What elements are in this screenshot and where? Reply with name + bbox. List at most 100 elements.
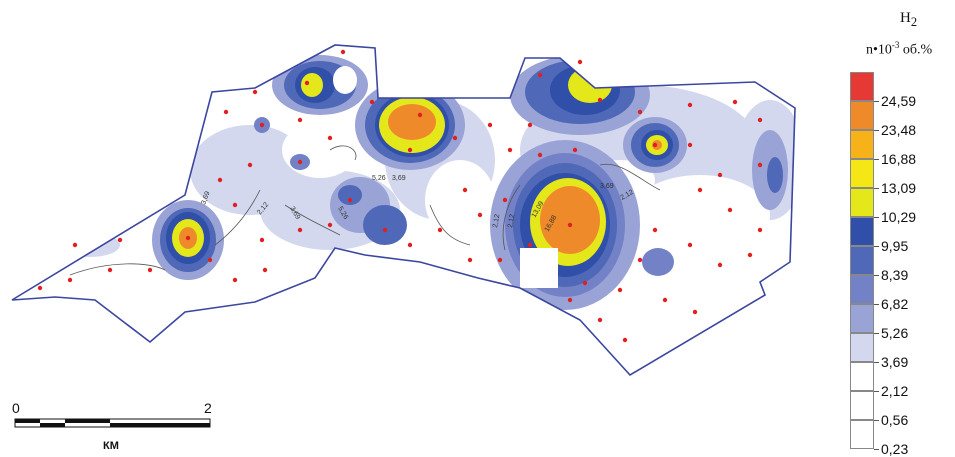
sample-point xyxy=(437,227,443,233)
legend-tick-label: 0,23 xyxy=(881,441,909,457)
sample-points xyxy=(37,49,763,343)
sample-point xyxy=(732,99,738,105)
sample-point xyxy=(697,187,703,193)
sample-point xyxy=(477,212,483,218)
legend-title: H2 xyxy=(900,10,918,29)
contour-label: 2,12 xyxy=(492,214,501,229)
sample-point xyxy=(147,267,153,273)
sample-point xyxy=(259,237,265,243)
concentration-field xyxy=(60,55,795,310)
sample-point xyxy=(507,147,513,153)
legend-tick-label: 5,26 xyxy=(881,325,909,341)
sample-point xyxy=(652,142,658,148)
sample-point xyxy=(72,242,78,248)
sample-point xyxy=(537,72,543,78)
sample-point xyxy=(407,242,413,248)
legend-swatch xyxy=(850,159,874,188)
sample-point xyxy=(382,227,388,233)
legend-tick xyxy=(874,246,879,247)
sample-point xyxy=(259,122,265,128)
legend-tick xyxy=(874,217,879,218)
contour-label: 3,69 xyxy=(200,190,211,205)
sample-point xyxy=(687,142,693,148)
legend-tick-label: 8,39 xyxy=(881,267,909,283)
sample-point xyxy=(37,285,43,291)
legend-tick xyxy=(874,420,879,421)
sample-point xyxy=(747,252,753,258)
legend-tick-label: 23,48 xyxy=(881,122,917,138)
contour-label: 5,26 xyxy=(372,175,386,182)
legend-swatch xyxy=(850,391,874,420)
sample-point xyxy=(107,267,113,273)
sample-point xyxy=(117,237,123,243)
legend-tick xyxy=(874,391,879,392)
legend-tick xyxy=(874,130,879,131)
sample-point xyxy=(572,147,578,153)
sample-point xyxy=(247,162,253,168)
sample-point xyxy=(637,109,643,115)
sample-point xyxy=(340,49,346,55)
legend-unit: n•10-3 об.% xyxy=(866,40,933,58)
sample-point xyxy=(407,147,413,153)
sample-point xyxy=(452,135,458,141)
legend-tick-label: 6,82 xyxy=(881,296,909,312)
scale-start-label: 0 xyxy=(12,400,20,416)
contour-label: 2,12 xyxy=(507,214,516,229)
legend-swatch xyxy=(850,130,874,159)
legend-swatch xyxy=(850,217,874,246)
sample-point xyxy=(207,257,213,263)
legend-tick-label: 3,69 xyxy=(881,354,909,370)
sample-point xyxy=(597,97,603,103)
sample-point xyxy=(467,257,473,263)
sample-point xyxy=(297,227,303,233)
sample-point xyxy=(652,227,658,233)
legend-tick xyxy=(874,101,879,102)
sample-point xyxy=(617,287,623,293)
sample-point xyxy=(687,102,693,108)
legend-swatch xyxy=(850,246,874,275)
sample-point xyxy=(67,277,73,283)
sample-point xyxy=(217,177,223,183)
legend-tick-label: 16,88 xyxy=(881,151,917,167)
legend-swatch xyxy=(850,72,874,101)
sample-point xyxy=(252,89,258,95)
sample-point xyxy=(537,152,543,158)
legend-tick-label: 9,95 xyxy=(881,238,909,254)
sample-point xyxy=(717,262,723,268)
sample-point xyxy=(637,257,643,263)
legend-tick-label: 24,59 xyxy=(881,93,917,109)
sample-point xyxy=(567,297,573,303)
sample-point xyxy=(297,159,303,165)
sample-point xyxy=(597,317,603,323)
sample-point xyxy=(757,117,763,123)
sample-point xyxy=(304,80,310,86)
legend-swatch xyxy=(850,420,874,449)
sample-point xyxy=(232,277,238,283)
sample-point xyxy=(497,257,503,263)
scale-end-label: 2 xyxy=(204,400,212,416)
survey-boundary xyxy=(11,44,796,377)
sample-point xyxy=(622,337,628,343)
legend-tick xyxy=(874,304,879,305)
scale-bar xyxy=(14,418,211,428)
legend-tick xyxy=(874,362,879,363)
sample-point xyxy=(487,122,493,128)
sample-point xyxy=(369,99,375,105)
legend-swatch xyxy=(850,304,874,333)
sample-point xyxy=(662,297,668,303)
legend-tick-label: 13,09 xyxy=(881,180,917,196)
legend-swatch xyxy=(850,275,874,304)
sample-point xyxy=(577,59,583,65)
legend-swatch xyxy=(850,188,874,217)
sample-point xyxy=(582,280,588,286)
sample-point xyxy=(757,162,763,168)
legend-tick xyxy=(874,449,879,450)
legend-swatch xyxy=(850,101,874,130)
sample-point xyxy=(232,202,238,208)
sample-point xyxy=(727,207,733,213)
legend-tick xyxy=(874,333,879,334)
legend-tick xyxy=(874,275,879,276)
legend-tick-label: 10,29 xyxy=(881,209,917,225)
sample-point xyxy=(757,227,763,233)
